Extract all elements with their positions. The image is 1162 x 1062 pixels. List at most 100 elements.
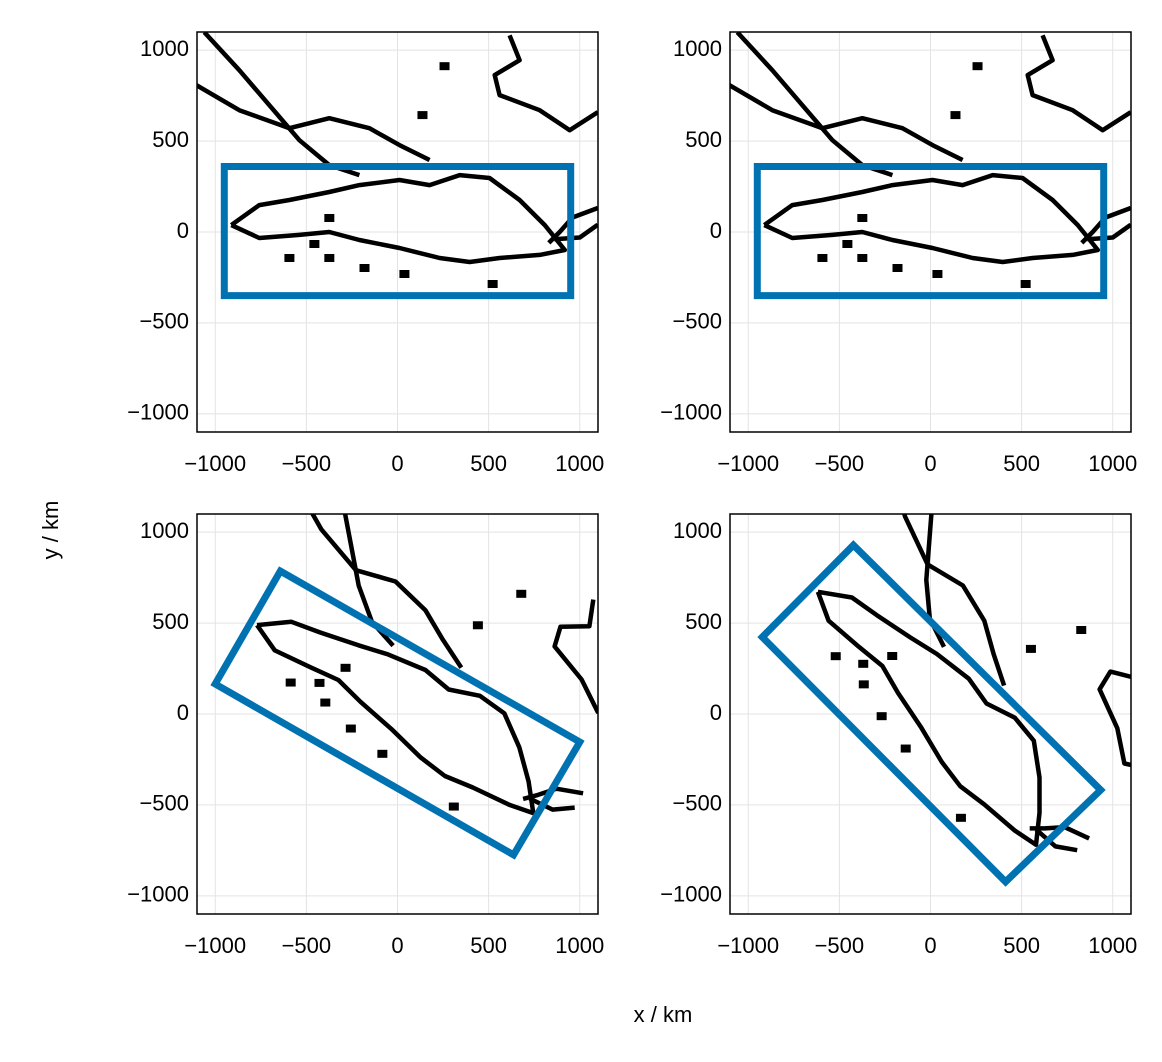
coastline: [902, 514, 1007, 687]
island: [887, 652, 898, 660]
x-tick-label: −500: [815, 451, 865, 476]
island: [314, 678, 325, 687]
island: [876, 712, 887, 721]
x-tick-label: −1000: [184, 933, 246, 958]
coastline: [528, 796, 575, 812]
coastline: [310, 514, 464, 669]
region-box: [753, 163, 1108, 300]
plot-area: [210, 514, 598, 860]
island: [972, 62, 983, 71]
x-tick-label: 1000: [1088, 933, 1137, 958]
coastline: [1034, 827, 1078, 853]
x-tick-label: 1000: [555, 933, 604, 958]
island: [1020, 280, 1031, 288]
y-tick-label: −500: [139, 791, 189, 816]
x-tick-label: −500: [815, 933, 865, 958]
coastline: [730, 83, 964, 163]
island: [842, 240, 853, 248]
coastline: [554, 222, 598, 242]
y-tick-label: 1000: [140, 518, 189, 543]
plot-area: [730, 32, 1131, 300]
coastline: [492, 34, 598, 133]
axes-frame: [729, 31, 1132, 433]
island: [900, 744, 911, 753]
y-tick-label: −1000: [660, 400, 722, 425]
x-tick-label: 1000: [1088, 451, 1137, 476]
y-tick-label: −500: [672, 309, 722, 334]
y-tick-label: 1000: [673, 518, 722, 543]
y-tick-label: 1000: [673, 36, 722, 61]
island: [830, 652, 841, 661]
panel: −1000 −500 0 500 1000 −1000 −500 0 500 1000: [127, 31, 604, 476]
x-tick-label: 500: [1003, 451, 1040, 476]
y-tick-label: −500: [672, 791, 722, 816]
y-tick-label: 0: [177, 218, 189, 243]
axes-frame: [196, 513, 599, 915]
y-tick-label: 0: [177, 700, 189, 725]
x-tick-label: −1000: [717, 933, 779, 958]
island: [340, 663, 351, 672]
region-box: [210, 566, 585, 860]
x-tick-label: −1000: [184, 451, 246, 476]
x-tick-label: 500: [1003, 933, 1040, 958]
coastline: [1025, 34, 1131, 133]
y-tick-label: 500: [152, 127, 189, 152]
island: [359, 264, 370, 272]
x-tick-label: 1000: [555, 451, 604, 476]
x-tick-label: −1000: [717, 451, 779, 476]
x-tick-label: 0: [924, 933, 936, 958]
x-axis-label: x / km: [634, 1002, 693, 1027]
y-tick-label: 500: [685, 609, 722, 634]
island: [858, 680, 869, 689]
y-tick-label: −1000: [127, 400, 189, 425]
island: [417, 111, 428, 120]
x-tick-label: 0: [391, 933, 403, 958]
y-tick-label: 500: [685, 127, 722, 152]
island: [892, 264, 903, 272]
island: [955, 813, 966, 822]
x-tick-label: −500: [282, 451, 332, 476]
y-tick-label: 0: [710, 218, 722, 243]
island: [324, 214, 335, 222]
panel: −1000 −500 0 500 1000 −1000 −500 0 500 1000: [127, 513, 604, 958]
island: [516, 589, 527, 598]
island: [817, 254, 828, 262]
y-tick-label: −500: [139, 309, 189, 334]
island: [309, 240, 320, 248]
island: [487, 280, 498, 288]
island: [932, 270, 943, 278]
axes-frame: [729, 513, 1132, 915]
island: [399, 270, 410, 278]
island: [345, 724, 356, 733]
panel: −1000 −500 0 500 1000 −1000 −500 0 500 1000: [660, 31, 1137, 476]
island: [1025, 644, 1036, 653]
y-tick-label: 1000: [140, 36, 189, 61]
y-tick-label: 0: [710, 700, 722, 725]
island: [858, 659, 869, 668]
island: [950, 111, 961, 120]
island: [284, 254, 295, 262]
island: [857, 254, 868, 262]
island: [320, 698, 331, 707]
y-tick-label: −1000: [127, 882, 189, 907]
panel: −1000 −500 0 500 1000 −1000 −500 0 500 1000: [660, 513, 1137, 958]
island: [377, 749, 388, 758]
coastline: [197, 83, 431, 163]
island: [472, 621, 483, 630]
x-tick-label: 0: [391, 451, 403, 476]
x-tick-label: −500: [282, 933, 332, 958]
island: [857, 214, 868, 222]
region-box: [757, 540, 1106, 887]
coastline: [1087, 222, 1131, 242]
x-tick-label: 500: [470, 451, 507, 476]
y-tick-label: 500: [152, 609, 189, 634]
coastline: [1097, 669, 1131, 768]
region-box: [220, 163, 575, 300]
y-axis-label: y / km: [38, 501, 63, 560]
island: [285, 678, 296, 687]
island: [448, 802, 459, 811]
axes-frame: [196, 31, 599, 433]
island: [439, 62, 450, 71]
x-tick-label: 0: [924, 451, 936, 476]
